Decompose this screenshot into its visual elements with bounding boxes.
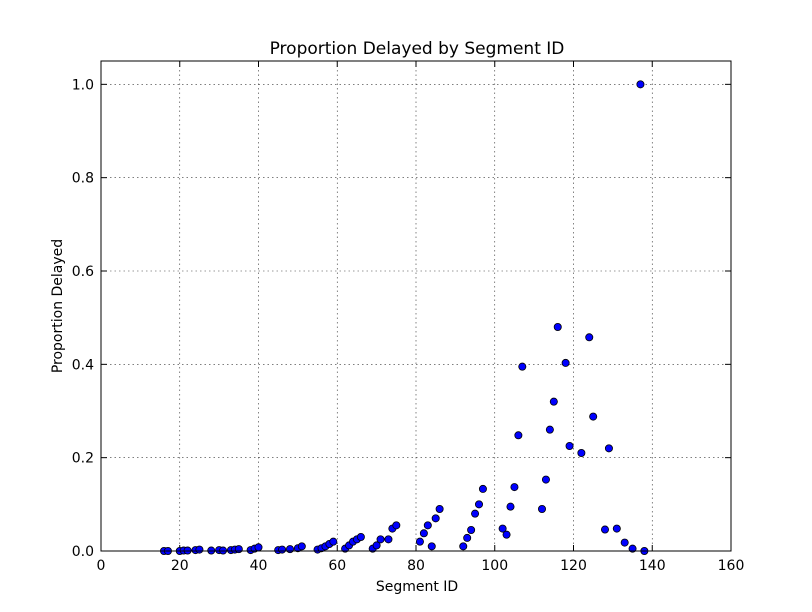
data-point [254, 543, 263, 552]
axis-ticks: 0 20 40 60 80 100 120 140 160 0.0 0.2 0.4 0.6 0.8 1.0 [72, 61, 745, 574]
data-point [561, 358, 570, 367]
data-point [384, 535, 393, 544]
data-point [518, 362, 527, 371]
chart-title: Proportion Delayed by Segment ID [270, 39, 565, 59]
data-point [431, 514, 440, 523]
data-point [620, 538, 629, 547]
data-point [589, 412, 598, 421]
data-point [514, 431, 523, 440]
data-point [549, 397, 558, 406]
data-point [545, 425, 554, 434]
y-tick-label: 0.2 [72, 451, 94, 467]
x-tick-label: 40 [250, 558, 268, 574]
data-point [498, 524, 507, 533]
data-point [467, 526, 476, 535]
data-point [577, 448, 586, 457]
x-tick-label: 80 [407, 558, 425, 574]
data-point [538, 504, 547, 513]
x-tick-label: 140 [639, 558, 666, 574]
x-tick-label: 20 [171, 558, 189, 574]
grid-lines [100, 61, 732, 552]
data-point [356, 533, 365, 542]
x-tick-label: 100 [481, 558, 508, 574]
y-tick-label: 0.0 [72, 544, 94, 560]
data-point [234, 545, 243, 554]
y-axis-label: Proportion Delayed [50, 239, 66, 373]
data-points [159, 80, 649, 556]
y-tick-label: 0.4 [72, 357, 94, 373]
data-point [604, 444, 613, 453]
x-tick-label: 160 [718, 558, 745, 574]
data-point [565, 441, 574, 450]
data-point [601, 525, 610, 534]
data-point [285, 545, 294, 554]
data-point [427, 542, 436, 551]
data-point [372, 541, 381, 550]
data-point [510, 483, 519, 492]
y-tick-label: 0.6 [72, 264, 94, 280]
data-point [474, 500, 483, 509]
x-tick-label: 0 [97, 558, 106, 574]
data-point [636, 80, 645, 89]
x-tick-label: 60 [328, 558, 346, 574]
data-point [195, 545, 204, 554]
y-tick-label: 1.0 [72, 77, 94, 93]
data-point [329, 537, 338, 546]
data-point [392, 521, 401, 530]
data-point [502, 530, 511, 539]
data-point [423, 521, 432, 530]
data-point [463, 533, 472, 542]
data-point [435, 504, 444, 513]
data-point [506, 502, 515, 511]
data-point [459, 542, 468, 551]
data-point [278, 545, 287, 554]
x-tick-label: 120 [560, 558, 587, 574]
data-point [478, 484, 487, 493]
data-point [297, 542, 306, 551]
y-tick-label: 0.8 [72, 171, 94, 187]
data-point [419, 529, 428, 538]
data-point [541, 475, 550, 484]
x-axis-label: Segment ID [376, 579, 458, 595]
plot-frame [100, 60, 732, 552]
data-point [612, 524, 621, 533]
data-point [415, 537, 424, 546]
data-point [376, 535, 385, 544]
data-point [628, 544, 637, 553]
data-point [471, 509, 480, 518]
data-point [553, 322, 562, 331]
data-point [585, 333, 594, 342]
